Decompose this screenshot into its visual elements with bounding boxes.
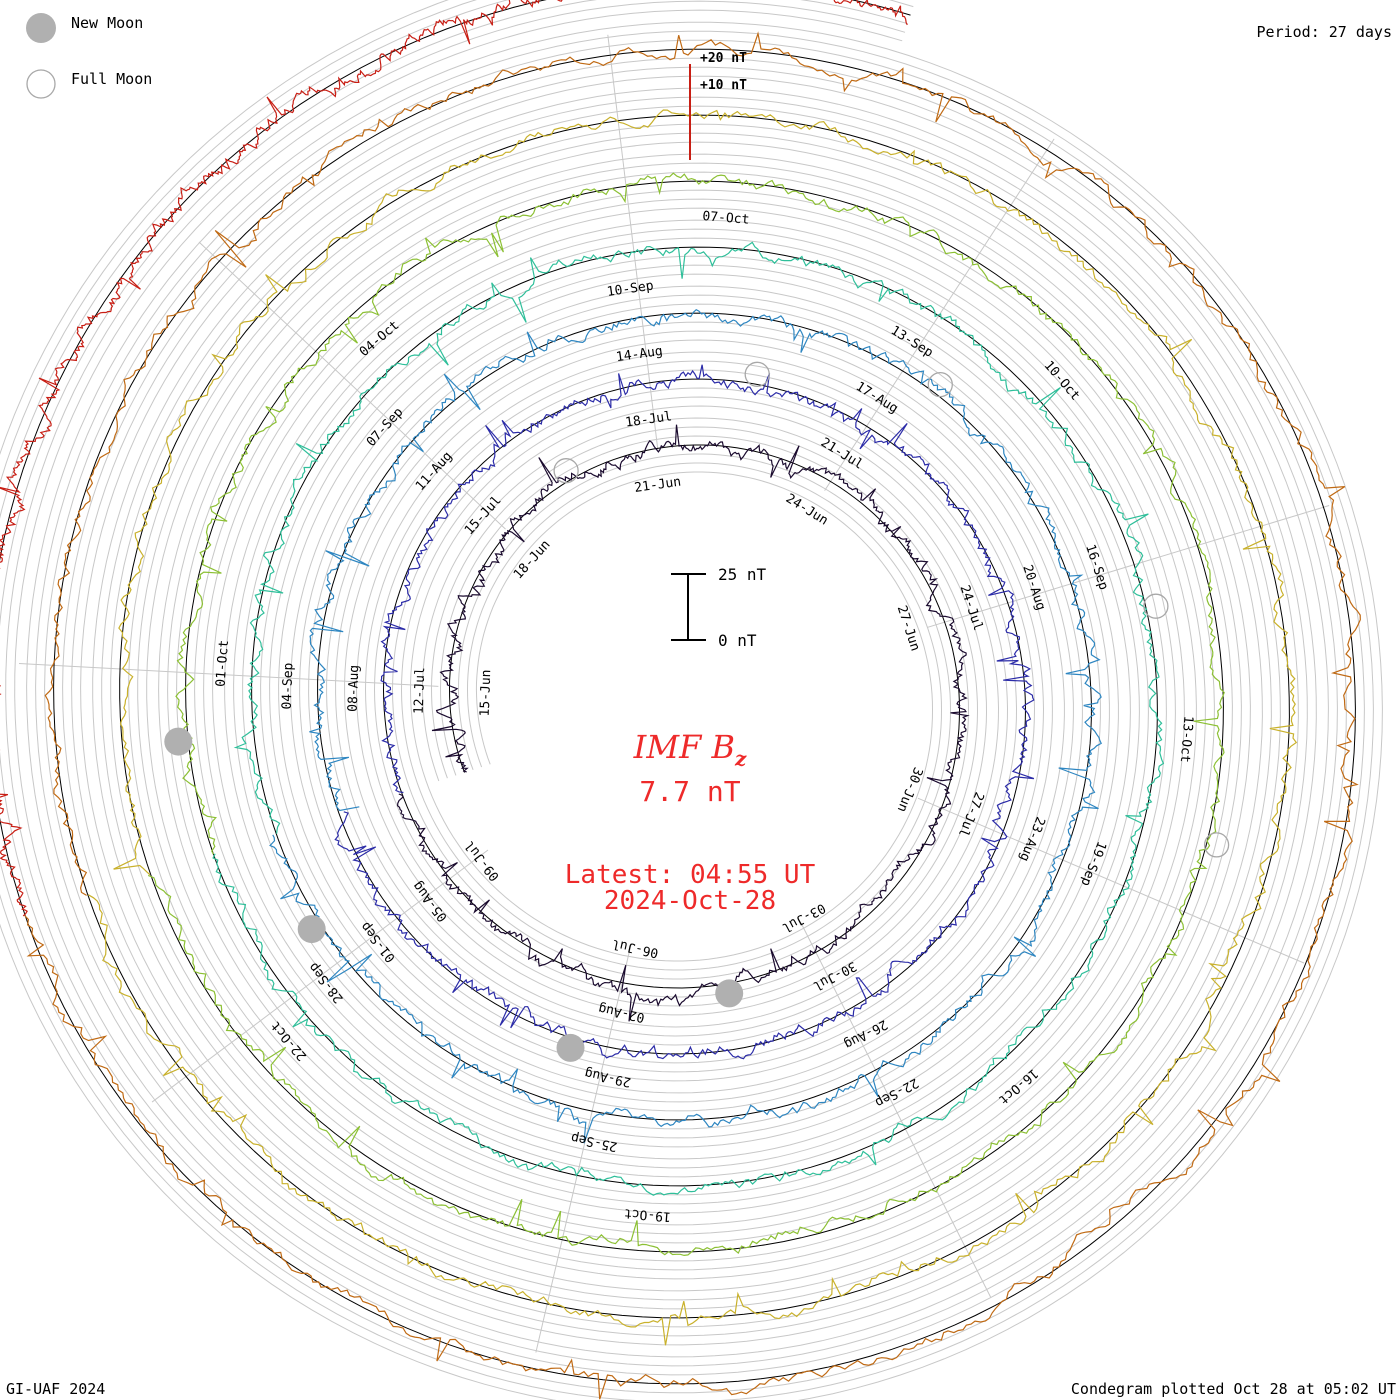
date-label: 04-Oct <box>357 318 402 360</box>
new-moon-marker <box>164 727 193 756</box>
spiral-grid-line <box>0 0 1347 1376</box>
latest-time: Latest: 04:55 UT <box>564 860 816 890</box>
date-label: 19-Oct <box>624 1205 672 1224</box>
full-moon-marker <box>927 371 953 398</box>
data-trace-1 <box>396 424 970 1022</box>
date-label: 23-Aug <box>1016 814 1048 863</box>
date-label: 08-Aug <box>346 665 363 712</box>
full-moon-marker <box>744 361 770 387</box>
date-label: 15-Jun <box>478 669 495 716</box>
date-label: 06-Jul <box>611 936 660 960</box>
date-label: 22-Sep <box>872 1075 921 1110</box>
plotted-timestamp: Condegram plotted Oct 28 at 05:02 UT <box>1070 1380 1396 1398</box>
legend-full-moon-icon <box>26 69 56 99</box>
spiral-grid-line <box>5 0 1338 1367</box>
full-moon-marker <box>553 458 579 484</box>
data-trace-8 <box>0 0 908 917</box>
legend-new-moon-label: New Moon <box>71 14 144 32</box>
date-label: 21-Jun <box>634 475 683 496</box>
parameter-name-main: IMF B <box>633 728 735 766</box>
radial-grid-line <box>18 662 439 687</box>
date-label: 30-Jul <box>810 958 859 993</box>
parameter-name: IMF Bz <box>0 728 1380 770</box>
date-label: 07-Oct <box>702 209 750 228</box>
date-label: 24-Jun <box>783 491 831 529</box>
latest-date: 2024-Oct-28 <box>603 886 777 916</box>
radial-grid-line <box>800 922 992 1298</box>
period-label: Period: 27 days <box>1256 23 1392 41</box>
legend-new-moon-icon <box>26 13 56 43</box>
date-label: 01-Sep <box>358 919 399 965</box>
data-trace-7 <box>24 31 1361 1400</box>
data-trace-2 <box>334 364 1035 1060</box>
legend-full-moon-label: Full Moon <box>71 70 153 88</box>
scale-bar-top-label: 25 nT <box>718 565 767 584</box>
date-label: 12-Jul <box>412 667 429 714</box>
data-trace-5 <box>147 172 1225 1257</box>
radial-grid-line <box>917 797 1305 964</box>
spiral-grid-line <box>0 0 1365 1394</box>
date-label: 01-Oct <box>213 639 232 687</box>
reference-label-plus10: +10 nT <box>700 78 747 93</box>
new-moon-marker <box>715 979 744 1008</box>
parameter-name-subscript: z <box>734 746 747 771</box>
date-label: 13-Oct <box>1177 715 1196 763</box>
full-moon-marker <box>1203 832 1230 858</box>
spiral-grid-line <box>14 9 1329 1358</box>
date-label: 22-Oct <box>268 1018 310 1063</box>
full-moon-marker <box>1143 593 1169 619</box>
date-label: 18-Jul <box>624 409 673 430</box>
credit-label: GI-UAF 2024 <box>6 1380 106 1398</box>
scale-bar-bottom-label: 0 nT <box>718 631 757 650</box>
data-trace-6 <box>88 109 1298 1346</box>
radial-grid-line <box>198 241 506 530</box>
new-moon-marker <box>297 915 326 944</box>
latest-value: 7.7 nT <box>639 775 741 808</box>
date-label: 04-Sep <box>280 662 297 710</box>
date-label: 14-Aug <box>615 344 664 365</box>
date-label: 16-Oct <box>995 1065 1040 1107</box>
radial-grid-line <box>607 34 659 452</box>
date-label: 18-Jun <box>511 537 554 582</box>
data-trace-3 <box>269 308 1102 1144</box>
data-trace-4 <box>212 241 1165 1196</box>
reference-label-plus20: +20 nT <box>700 51 747 66</box>
date-label: 10-Sep <box>606 279 655 300</box>
date-label: 26-Aug <box>841 1016 890 1051</box>
radial-grid-line <box>535 943 632 1353</box>
new-moon-marker <box>556 1033 585 1062</box>
